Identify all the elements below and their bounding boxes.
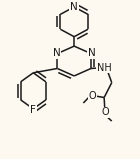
Text: O: O	[88, 91, 96, 101]
Text: F: F	[30, 105, 36, 115]
Text: O: O	[101, 107, 109, 117]
Text: N: N	[53, 48, 60, 58]
Text: N: N	[70, 2, 78, 12]
Text: NH: NH	[97, 63, 111, 73]
Text: N: N	[88, 48, 95, 58]
